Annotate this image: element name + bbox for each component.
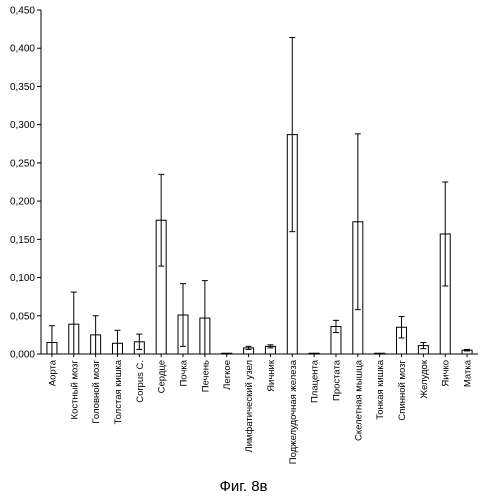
x-tick-label: Головной мозг xyxy=(91,359,102,423)
y-tick-label: 0,250 xyxy=(10,158,35,169)
x-tick-label: Почка xyxy=(179,359,190,386)
y-tick-label: 0,150 xyxy=(10,235,35,246)
bar xyxy=(222,353,232,354)
x-tick-label: Плацента xyxy=(310,359,321,403)
x-tick-label: Аорта xyxy=(47,359,58,386)
x-tick-label: Поджелудочная железа xyxy=(288,359,299,464)
x-tick-label: Тонкая кишка xyxy=(375,359,386,419)
x-tick-label: Лимфатический узел xyxy=(244,360,255,453)
x-tick-label: Скелетная мышца xyxy=(353,359,364,441)
x-tick-label: Сердце xyxy=(157,360,168,393)
x-tick-label: Легкое xyxy=(222,360,233,390)
x-tick-label: Матка xyxy=(463,359,474,387)
y-tick-label: 0,000 xyxy=(10,350,35,361)
bar xyxy=(309,353,319,354)
x-tick-label: Толстая кишка xyxy=(113,359,124,424)
y-tick-label: 0,400 xyxy=(10,44,35,55)
x-tick-label: Яичник xyxy=(266,359,277,392)
x-tick-label: Corpus C. xyxy=(135,360,146,403)
y-tick-label: 0,050 xyxy=(10,311,35,322)
x-tick-label: Яичко xyxy=(441,360,452,387)
x-tick-label: Костный мозг xyxy=(69,359,80,419)
y-tick-label: 0,300 xyxy=(10,120,35,131)
y-tick-label: 0,200 xyxy=(10,197,35,208)
y-tick-label: 0,100 xyxy=(10,273,35,284)
x-tick-label: Спинной мозг xyxy=(397,359,408,420)
y-tick-label: 0,450 xyxy=(10,6,35,17)
x-tick-label: Желудок xyxy=(419,359,430,398)
bar xyxy=(375,353,385,354)
y-tick-label: 0,350 xyxy=(10,82,35,93)
x-tick-label: Простата xyxy=(331,359,342,401)
x-tick-label: Печень xyxy=(200,360,211,392)
figure-caption: Фиг. 8в xyxy=(0,478,487,495)
